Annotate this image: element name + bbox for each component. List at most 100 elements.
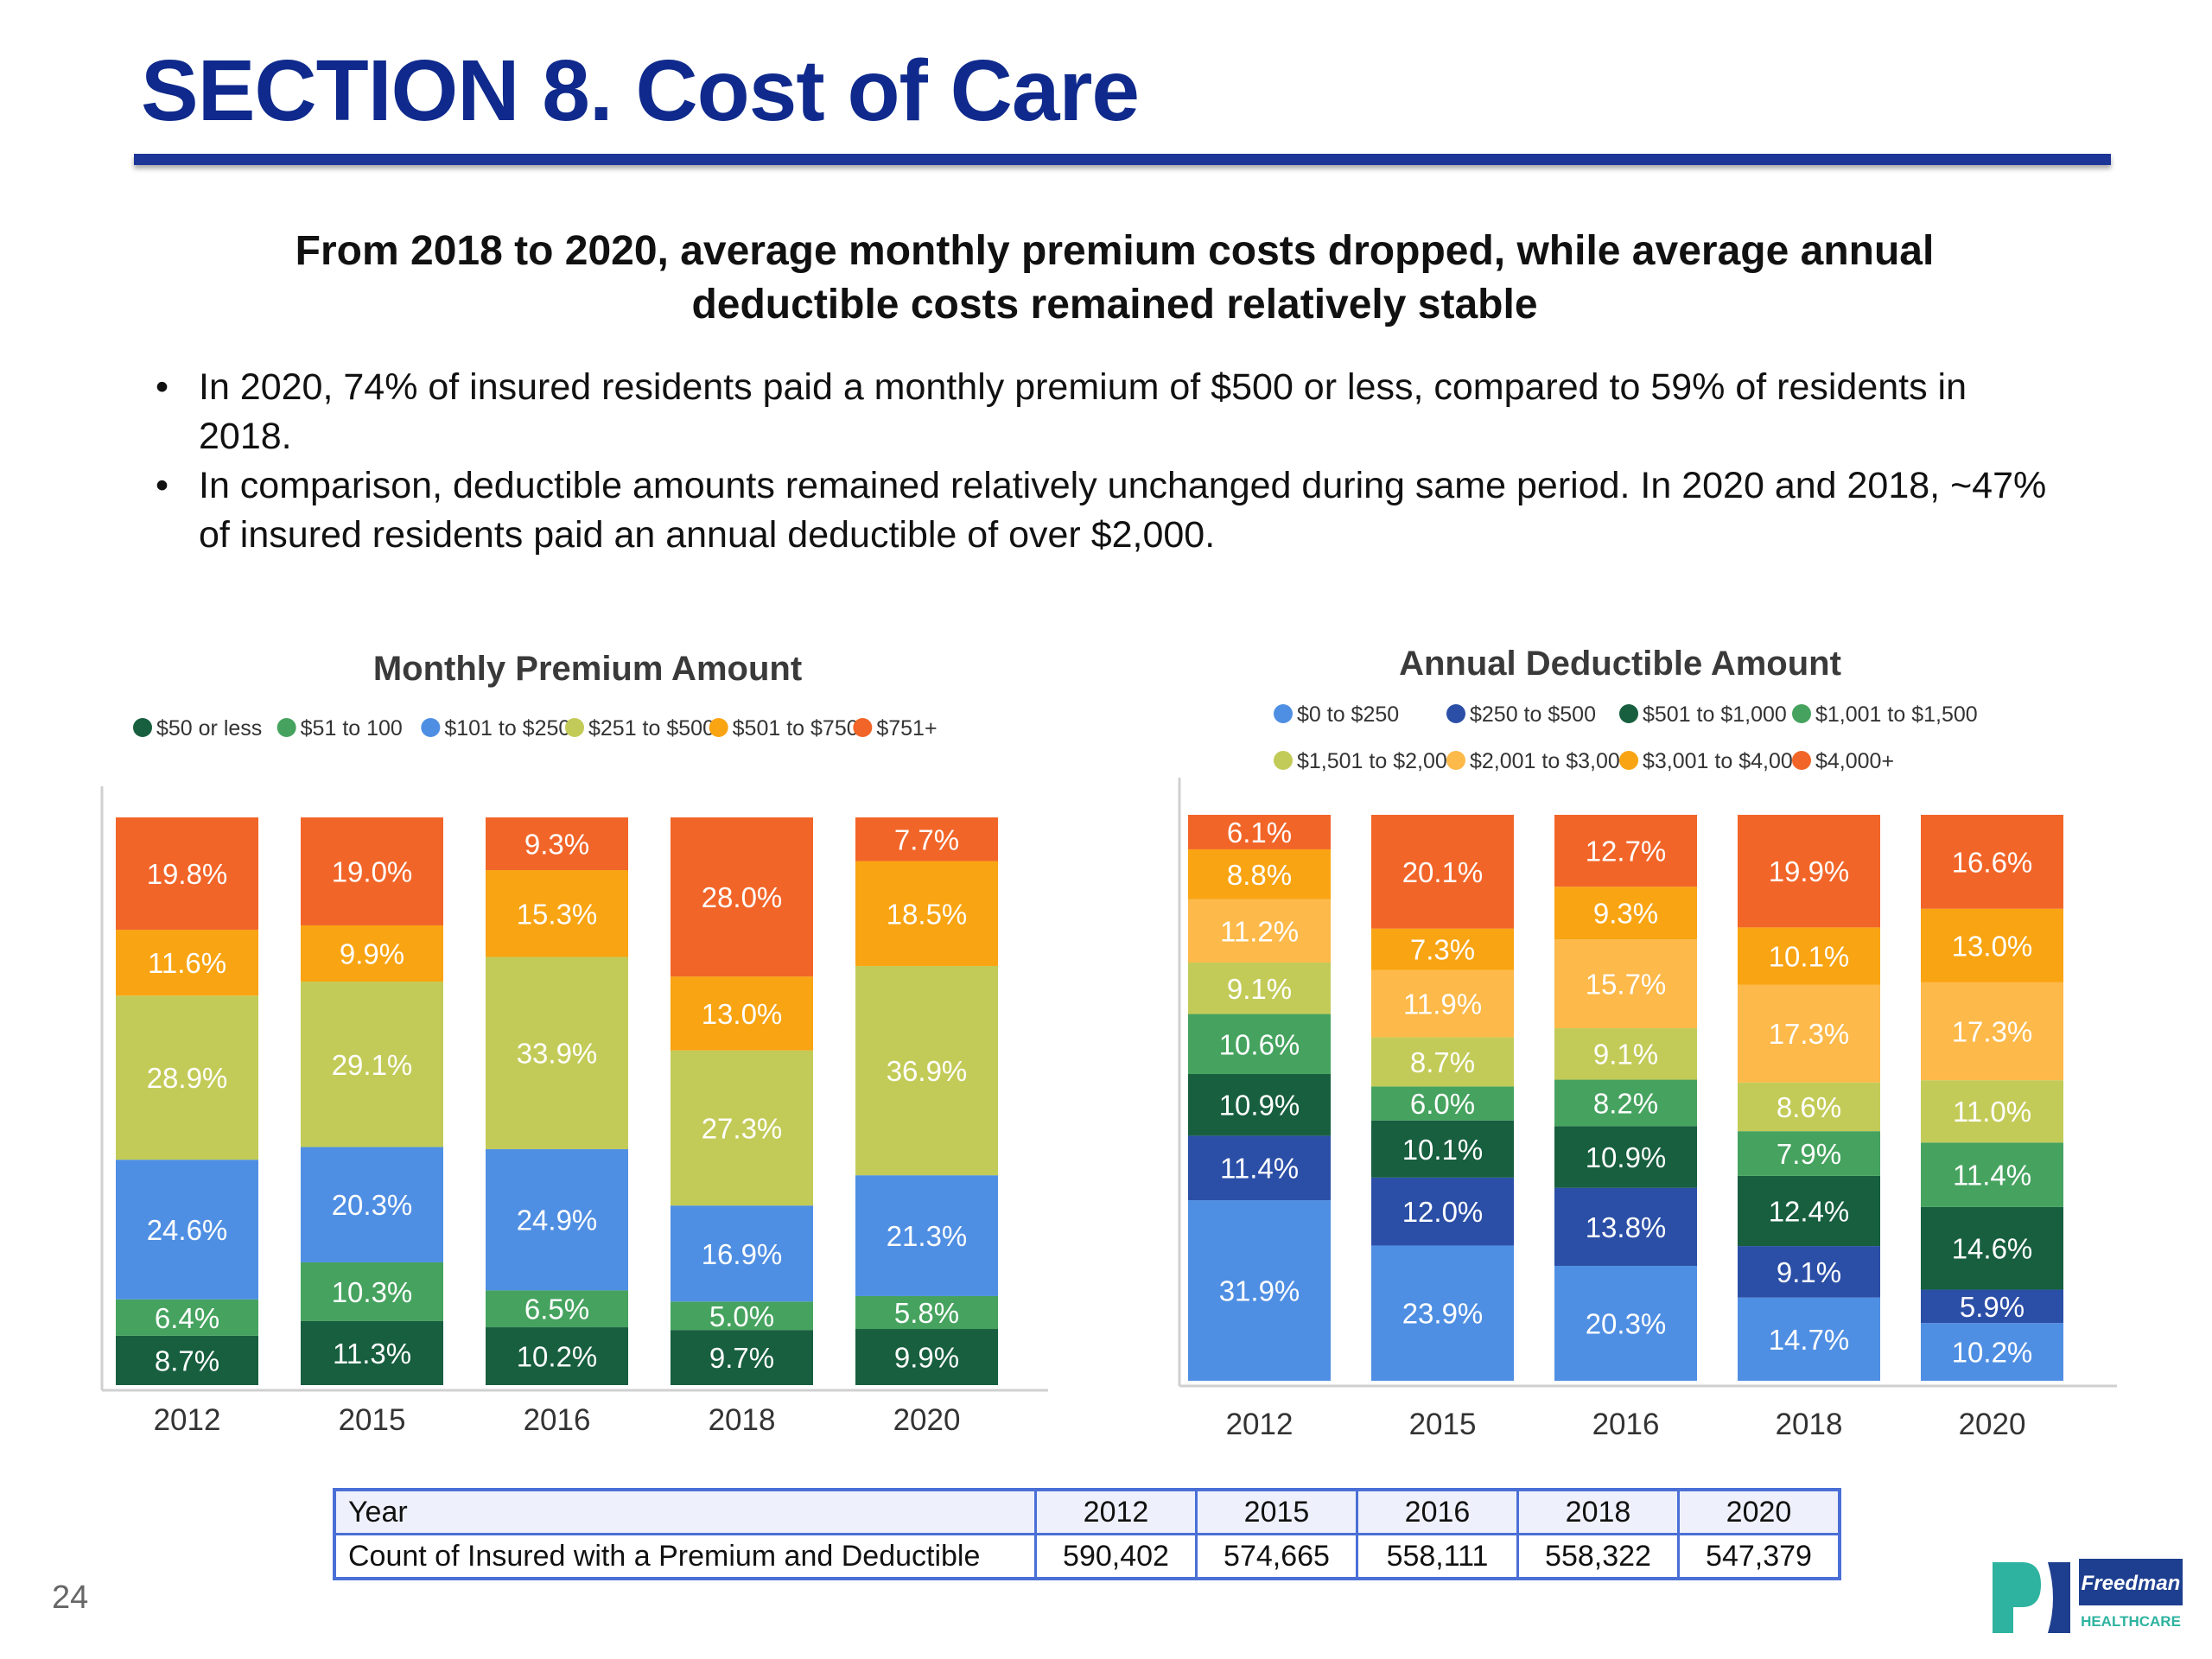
slide-subtitle: From 2018 to 2020, average monthly premi… bbox=[173, 225, 2056, 332]
premium-data-label: 8.7% bbox=[155, 1344, 219, 1376]
deductible-legend-label: $1,001 to $1,500 bbox=[1815, 702, 1978, 727]
premium-legend-swatch bbox=[421, 718, 441, 737]
deductible-data-label: 9.1% bbox=[1777, 1256, 1841, 1288]
deductible-bar-segment bbox=[1921, 1323, 2063, 1381]
subtitle-line-2: deductible costs remained relatively sta… bbox=[691, 282, 1538, 327]
deductible-legend-label: $501 to $1,000 bbox=[1643, 702, 1787, 727]
deductible-chart-title: Annual Deductible Amount bbox=[1399, 645, 1841, 683]
deductible-legend-swatch bbox=[1274, 751, 1293, 770]
bullet-text: In 2020, 74% of insured residents paid a… bbox=[199, 366, 1967, 457]
premium-data-label: 9.7% bbox=[709, 1342, 774, 1374]
freedman-healthcare-logo: Freedman HEALTHCARE bbox=[1993, 1559, 2183, 1633]
deductible-x-tick-label: 2015 bbox=[1409, 1408, 1477, 1441]
logo-text-healthcare: HEALTHCARE bbox=[2081, 1613, 2181, 1630]
deductible-bar-segment bbox=[1738, 815, 1880, 928]
premium-bar-segment bbox=[301, 925, 443, 982]
deductible-bar-segment bbox=[1554, 939, 1697, 1028]
deductible-data-label: 7.3% bbox=[1410, 934, 1475, 966]
premium-data-label: 29.1% bbox=[332, 1049, 413, 1081]
deductible-data-label: 11.4% bbox=[1953, 1160, 2031, 1192]
premium-bar-segment bbox=[855, 965, 998, 1176]
premium-data-label: 24.6% bbox=[147, 1214, 228, 1246]
premium-bar-segment bbox=[116, 1335, 258, 1385]
premium-legend-swatch bbox=[709, 718, 728, 737]
deductible-data-label: 15.7% bbox=[1586, 969, 1667, 1001]
deductible-data-label: 11.4% bbox=[1220, 1153, 1299, 1185]
premium-data-label: 9.3% bbox=[524, 829, 589, 861]
table-cell: 2015 bbox=[1195, 1488, 1358, 1535]
table-cell: Year bbox=[333, 1488, 1037, 1535]
premium-x-tick-label: 2016 bbox=[524, 1403, 591, 1437]
deductible-data-label: 20.1% bbox=[1402, 856, 1484, 888]
deductible-data-label: 11.2% bbox=[1220, 915, 1299, 947]
table-cell: 2020 bbox=[1677, 1488, 1841, 1535]
deductible-bar-segment bbox=[1188, 1200, 1331, 1381]
deductible-data-label: 9.1% bbox=[1593, 1039, 1658, 1071]
deductible-bar-segment bbox=[1554, 1266, 1697, 1381]
premium-data-label: 18.5% bbox=[887, 898, 968, 930]
deductible-data-label: 8.8% bbox=[1227, 859, 1292, 891]
deductible-data-label: 20.3% bbox=[1586, 1308, 1667, 1340]
deductible-data-label: 11.0% bbox=[1953, 1096, 2031, 1128]
bullet-dot: • bbox=[156, 465, 169, 506]
premium-data-label: 19.0% bbox=[332, 855, 413, 887]
bullet-dot: • bbox=[156, 366, 169, 408]
premium-bar-segment bbox=[116, 1299, 258, 1336]
premium-bar-segment bbox=[486, 1290, 628, 1328]
premium-data-label: 24.9% bbox=[517, 1205, 598, 1236]
premium-x-tick-label: 2015 bbox=[339, 1403, 406, 1437]
deductible-legend-label: $4,000+ bbox=[1815, 749, 1894, 773]
deductible-legend-swatch bbox=[1274, 704, 1293, 723]
deductible-data-label: 31.9% bbox=[1219, 1275, 1300, 1307]
deductible-legend-label: $250 to $500 bbox=[1470, 702, 1596, 727]
deductible-data-label: 17.3% bbox=[1769, 1018, 1850, 1050]
premium-data-label: 20.3% bbox=[332, 1189, 413, 1221]
deductible-data-label: 19.9% bbox=[1769, 855, 1850, 887]
premium-bar-segment bbox=[671, 1301, 813, 1331]
deductible-legend-swatch bbox=[1619, 704, 1638, 723]
premium-bar-segment bbox=[116, 817, 258, 931]
deductible-data-label: 12.7% bbox=[1586, 836, 1667, 868]
deductible-data-label: 14.7% bbox=[1769, 1324, 1850, 1356]
table-row: Count of Insured with a Premium and Dedu… bbox=[333, 1533, 1841, 1580]
premium-data-label: 16.9% bbox=[702, 1238, 783, 1270]
deductible-bar-segment bbox=[1921, 1142, 2063, 1207]
premium-bar-segment bbox=[116, 1160, 258, 1300]
premium-data-label: 6.5% bbox=[524, 1294, 589, 1325]
deductible-bar-segment bbox=[1921, 815, 2063, 909]
deductible-bar-segment bbox=[1921, 982, 2063, 1081]
premium-data-label: 28.0% bbox=[702, 881, 783, 913]
deductible-data-label: 17.3% bbox=[1952, 1016, 2033, 1048]
premium-bar-segment bbox=[116, 930, 258, 996]
premium-legend-label: $101 to $250 bbox=[444, 716, 570, 741]
premium-data-label: 21.3% bbox=[887, 1220, 968, 1252]
premium-bar-segment bbox=[671, 817, 813, 977]
premium-bar-segment bbox=[301, 817, 443, 925]
deductible-bar-segment bbox=[1371, 1177, 1514, 1246]
premium-bar-segment bbox=[486, 870, 628, 957]
deductible-data-label: 12.0% bbox=[1402, 1196, 1484, 1228]
deductible-bar-segment bbox=[1738, 984, 1880, 1083]
premium-data-label: 15.3% bbox=[517, 898, 598, 930]
deductible-x-tick-label: 2012 bbox=[1226, 1408, 1294, 1441]
deductible-bar-segment bbox=[1921, 1206, 2063, 1290]
deductible-bar-segment bbox=[1188, 962, 1331, 1014]
deductible-data-label: 10.6% bbox=[1219, 1028, 1300, 1060]
premium-bar-segment bbox=[301, 1147, 443, 1262]
premium-x-tick-label: 2018 bbox=[709, 1403, 776, 1437]
premium-legend-swatch bbox=[565, 718, 584, 737]
deductible-bar-segment bbox=[1371, 1037, 1514, 1087]
deductible-bar-segment bbox=[1371, 969, 1514, 1038]
premium-legend-swatch bbox=[853, 718, 873, 737]
table-cell: 547,379 bbox=[1677, 1533, 1841, 1580]
premium-data-label: 10.2% bbox=[517, 1341, 598, 1373]
deductible-data-label: 13.8% bbox=[1586, 1211, 1667, 1243]
premium-data-label: 11.3% bbox=[333, 1338, 411, 1370]
deductible-data-label: 16.6% bbox=[1952, 846, 2033, 878]
premium-bar-segment bbox=[671, 1330, 813, 1385]
deductible-bar-segment bbox=[1921, 1289, 2063, 1324]
premium-data-label: 9.9% bbox=[894, 1342, 959, 1374]
deductible-bar-segment bbox=[1188, 899, 1331, 963]
premium-x-tick-label: 2012 bbox=[154, 1403, 221, 1437]
